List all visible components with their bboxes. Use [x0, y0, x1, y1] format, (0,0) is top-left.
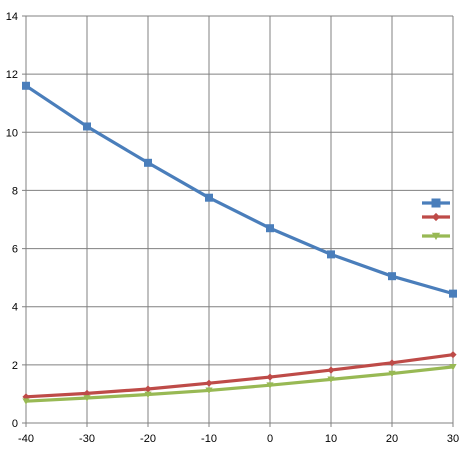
series-3-point: [449, 364, 457, 371]
series-1-point: [144, 158, 152, 167]
legend-entry-2: [422, 212, 450, 222]
legend-marker: [431, 198, 441, 208]
series-1: [22, 81, 457, 298]
x-tick-label: -40: [18, 433, 34, 445]
legend: [422, 198, 450, 241]
x-tick-labels: -40 -30 -20 -10 0 10 20 30: [18, 433, 459, 445]
series-1-point: [266, 224, 274, 233]
series-3-point: [83, 395, 91, 402]
series-3-point: [266, 382, 274, 389]
x-tick-label: -10: [201, 433, 217, 445]
series-3-point: [22, 398, 30, 405]
series-2-point: [266, 373, 274, 381]
y-tick-label: 10: [6, 127, 18, 139]
series-lines: [22, 81, 457, 405]
x-tick-label: -20: [140, 433, 156, 445]
legend-entry-1: [422, 198, 450, 208]
series-2: [22, 351, 457, 401]
x-tick-label: 10: [325, 433, 337, 445]
series-1-point: [83, 122, 91, 131]
legend-marker: [431, 232, 441, 241]
series-1-point: [327, 250, 335, 259]
series-1-point: [388, 272, 396, 281]
series-3-line: [24, 365, 455, 403]
y-tick-label: 6: [12, 244, 18, 256]
series-2-point: [449, 351, 457, 359]
y-tick-label: 12: [6, 69, 18, 81]
series-2-point: [205, 379, 213, 387]
y-tick-label: 0: [12, 418, 18, 430]
series-3-point: [144, 391, 152, 399]
x-tick-label: 30: [447, 433, 459, 445]
series-1-point: [22, 81, 30, 90]
series-2-point: [388, 359, 396, 367]
y-tick-label: 8: [12, 185, 18, 197]
x-tick-label: 0: [267, 433, 273, 445]
series-1-point: [205, 193, 213, 202]
series-3: [22, 364, 457, 405]
series-3-point: [388, 370, 396, 378]
series-2-point: [83, 389, 91, 397]
x-tick-label: 20: [386, 433, 398, 445]
y-tick-label: 14: [6, 11, 18, 23]
x-tick-label: -30: [79, 433, 95, 445]
y-tick-label: 2: [12, 360, 18, 372]
series-2-point: [144, 385, 152, 393]
series-2-line: [24, 353, 455, 399]
series-3-point: [327, 376, 335, 383]
y-tick-label: 4: [12, 302, 18, 314]
series-1-line: [24, 84, 455, 296]
grid: [22, 15, 454, 427]
legend-entry-3: [422, 232, 450, 241]
legend-marker: [431, 212, 441, 222]
series-1-point: [449, 289, 457, 298]
series-3-point: [205, 387, 213, 395]
series-2-point: [327, 366, 335, 374]
y-tick-labels: 0 2 4 6 8 10 12 14: [6, 11, 18, 430]
